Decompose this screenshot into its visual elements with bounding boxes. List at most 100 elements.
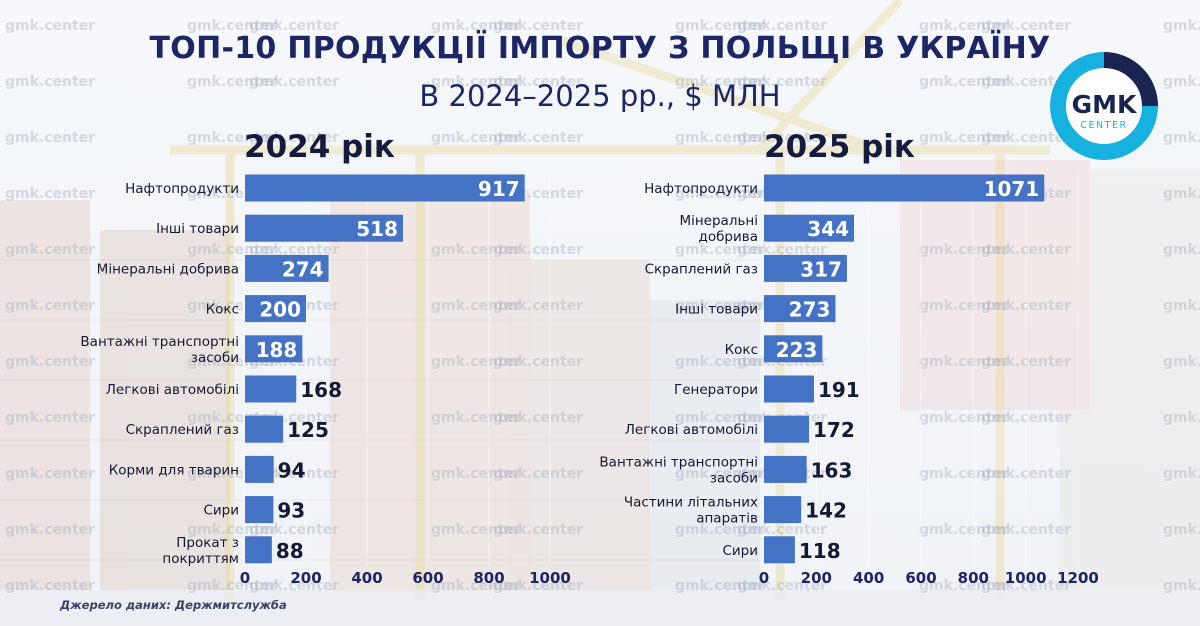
bar <box>245 174 525 202</box>
watermark-text: gmk.center <box>187 130 278 146</box>
watermark-text: gmk.center <box>5 354 96 370</box>
watermark-text: gmk.center <box>431 74 522 90</box>
data-label: 142 <box>805 499 847 523</box>
watermark-text: gmk.center <box>919 74 1010 90</box>
data-label: 118 <box>799 539 841 563</box>
watermark-text: gmk.center <box>1163 186 1200 202</box>
data-label: 125 <box>287 418 329 442</box>
watermark-text: gmk.center <box>675 410 766 426</box>
watermark-text: gmk.center <box>1163 354 1200 370</box>
x-tick-label: 200 <box>801 569 832 587</box>
watermark-text: gmk.center <box>675 74 766 90</box>
bar <box>764 174 1045 202</box>
x-tick-label: 1200 <box>1057 569 1099 587</box>
data-label: 191 <box>818 378 860 402</box>
watermark-text: gmk.center <box>431 354 522 370</box>
watermark-text: gmk.center <box>5 522 96 538</box>
gmk-center-logo: GMK CENTER <box>1049 51 1159 161</box>
watermark-text: gmk.center <box>919 298 1010 314</box>
category-label: Нафтопродукти <box>125 181 239 197</box>
watermark-text: gmk.center <box>5 74 96 90</box>
category-label: Сири <box>722 543 758 559</box>
watermark-text: gmk.center <box>431 18 522 34</box>
bar <box>764 536 795 564</box>
watermark-text: gmk.center <box>1163 298 1200 314</box>
watermark-text: gmk.center <box>249 18 340 34</box>
watermark-text: gmk.center <box>431 466 522 482</box>
data-label: 518 <box>356 217 398 241</box>
category-label: Корми для тварин <box>109 462 239 478</box>
watermark-text: gmk.center <box>493 466 584 482</box>
bar <box>245 375 297 403</box>
watermark-text: gmk.center <box>249 522 340 538</box>
category-label: Вантажні транспортні засоби <box>80 334 239 366</box>
watermark-text: gmk.center <box>493 298 584 314</box>
data-label: 223 <box>776 338 818 362</box>
x-tick-label: 400 <box>351 569 382 587</box>
category-label: Інші товари <box>675 302 758 318</box>
watermark-text: gmk.center <box>187 18 278 34</box>
watermark-text: gmk.center <box>919 578 1010 594</box>
watermark-text: gmk.center <box>675 18 766 34</box>
watermark-text: gmk.center <box>981 74 1072 90</box>
watermark-text: gmk.center <box>493 354 584 370</box>
panel-title-2024: 2024 рік <box>244 129 395 165</box>
data-label: 317 <box>800 257 842 281</box>
x-tick-label: 800 <box>473 569 504 587</box>
x-tick-label: 400 <box>853 569 884 587</box>
x-tick-label: 600 <box>905 569 936 587</box>
logo-text-center: CENTER <box>1080 120 1127 131</box>
bar <box>245 254 329 282</box>
watermark-text: gmk.center <box>737 74 828 90</box>
watermark-text: gmk.center <box>5 466 96 482</box>
watermark-text: gmk.center <box>981 18 1072 34</box>
data-label: 917 <box>478 177 520 201</box>
watermark-text: gmk.center <box>675 522 766 538</box>
watermark-text: gmk.center <box>187 578 278 594</box>
watermark-text: gmk.center <box>249 74 340 90</box>
watermark-text: gmk.center <box>675 298 766 314</box>
panel-title-2025: 2025 рік <box>764 129 915 165</box>
watermark-text: gmk.center <box>187 522 278 538</box>
category-label: Легкові автомобілі <box>106 382 239 398</box>
bar <box>764 455 807 483</box>
watermark-text: gmk.center <box>493 410 584 426</box>
watermark-text: gmk.center <box>431 242 522 258</box>
watermark-text: gmk.center <box>675 130 766 146</box>
bar <box>245 536 272 564</box>
watermark-text: gmk.center <box>737 242 828 258</box>
watermark-text: gmk.center <box>1163 18 1200 34</box>
watermark-text: gmk.center <box>1163 466 1200 482</box>
watermark-text: gmk.center <box>493 130 584 146</box>
category-label: Генератори <box>674 382 758 398</box>
watermark-text: gmk.center <box>919 410 1010 426</box>
category-label: Кокс <box>725 342 758 358</box>
category-label: Інші товари <box>156 221 239 237</box>
watermark-text: gmk.center <box>5 242 96 258</box>
watermark-text: gmk.center <box>981 578 1072 594</box>
watermark-text: gmk.center <box>5 130 96 146</box>
watermark-text: gmk.center <box>737 18 828 34</box>
chart-title: ТОП-10 ПРОДУКЦІЇ ІМПОРТУ З ПОЛЬЩІ В УКРА… <box>149 31 1051 66</box>
x-tick-label: 1000 <box>1005 569 1047 587</box>
watermark-text: gmk.center <box>675 354 766 370</box>
bar <box>764 375 814 403</box>
category-label: Мінеральні добрива <box>97 261 239 277</box>
category-label: Мінеральні добрива <box>679 213 758 245</box>
watermark-text: gmk.center <box>431 522 522 538</box>
watermark-text: gmk.center <box>981 130 1072 146</box>
watermark-text: gmk.center <box>431 410 522 426</box>
watermark-text: gmk.center <box>919 354 1010 370</box>
watermark-text: gmk.center <box>675 186 766 202</box>
watermark-text: gmk.center <box>5 186 96 202</box>
watermark-text: gmk.center <box>5 298 96 314</box>
category-label: Сири <box>203 503 239 519</box>
watermark-text: gmk.center <box>5 578 96 594</box>
watermark-text: gmk.center <box>493 242 584 258</box>
category-label: Вантажні транспортні засоби <box>599 454 758 486</box>
category-label: Скраплений газ <box>645 261 758 277</box>
bar <box>764 496 802 524</box>
watermark-text: gmk.center <box>919 242 1010 258</box>
data-label: 163 <box>811 458 853 482</box>
